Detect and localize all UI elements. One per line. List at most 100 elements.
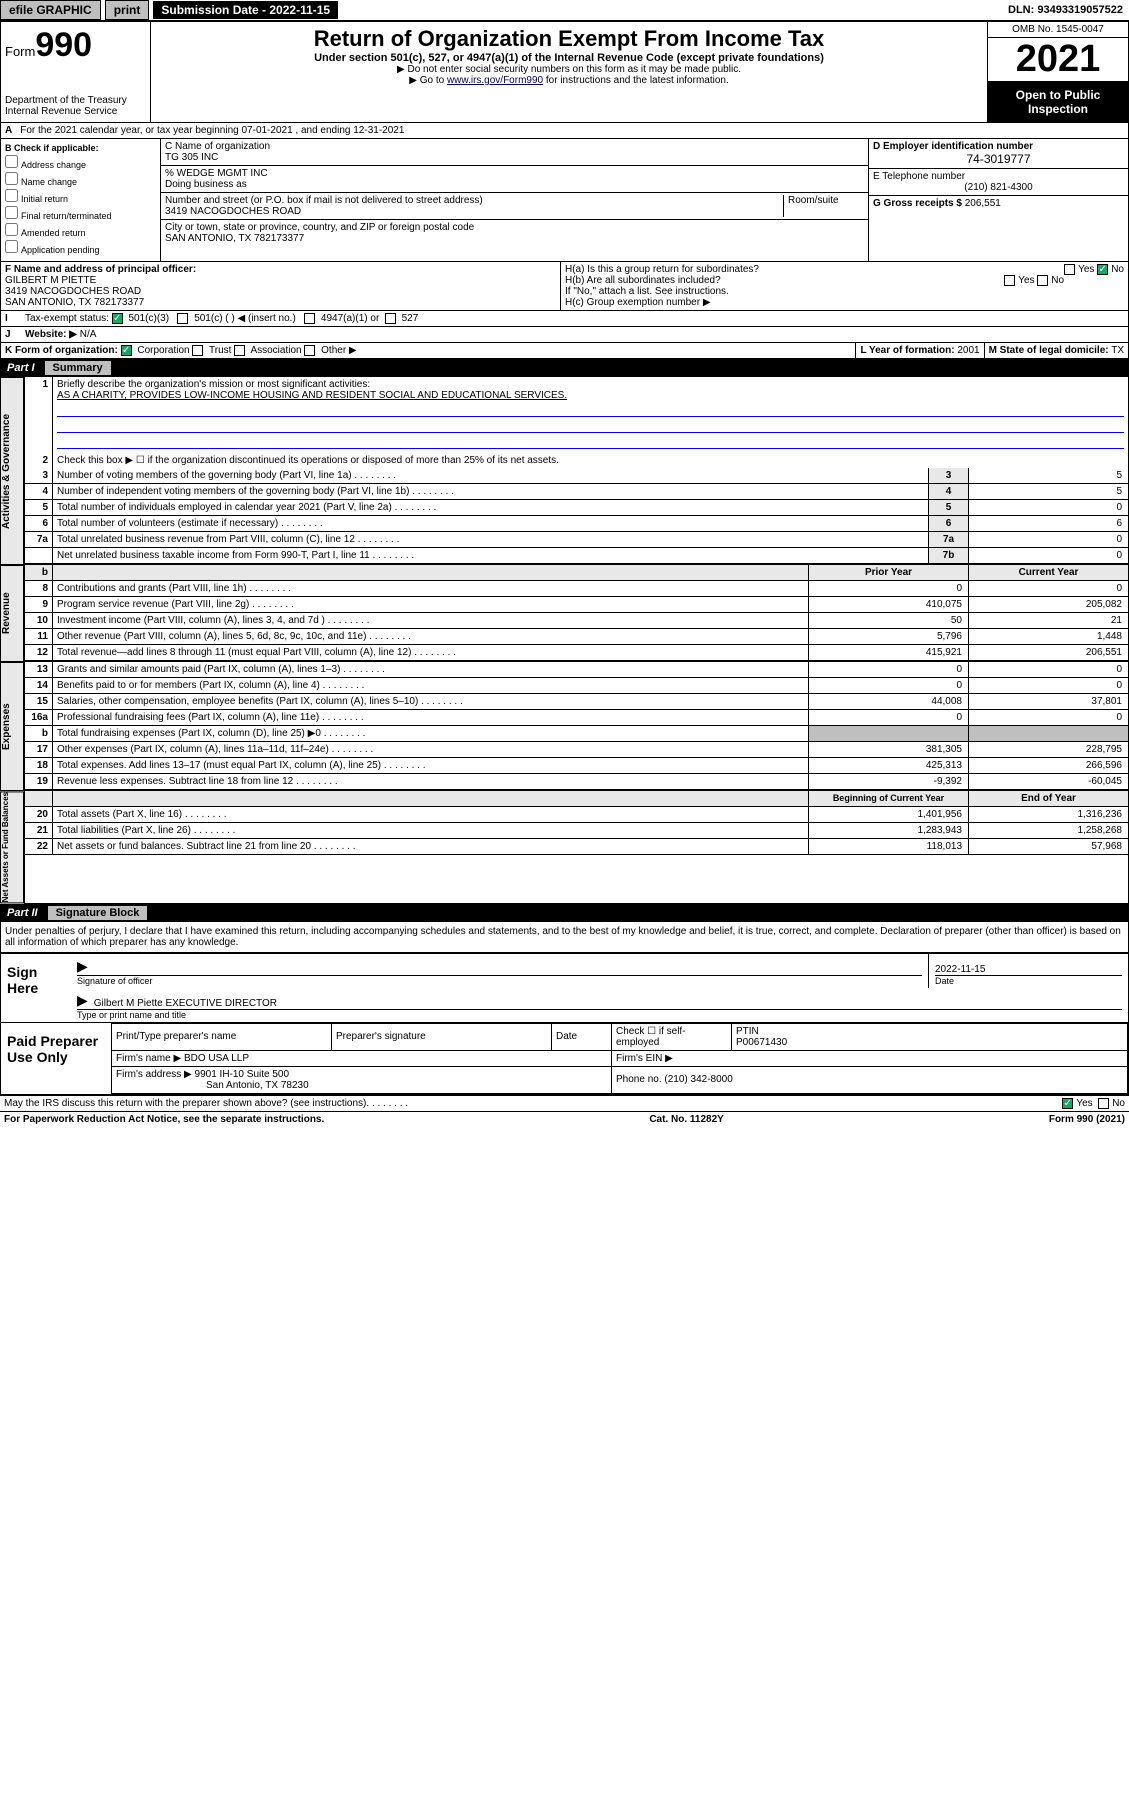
M-label: M State of legal domicile:	[989, 345, 1109, 356]
chk-name-change[interactable]: Name change	[5, 172, 156, 187]
line-value: 0	[968, 532, 1128, 547]
officer-signature-line[interactable]: ▶	[77, 956, 922, 976]
Hb-no-checkbox[interactable]	[1037, 275, 1048, 286]
current-year-value: 1,258,268	[968, 823, 1128, 838]
Ha-yes-checkbox[interactable]	[1064, 264, 1075, 275]
l2-text: Check this box ▶ ☐ if the organization d…	[53, 453, 1128, 468]
part1-title: Summary	[45, 361, 111, 375]
Ha-row: H(a) Is this a group return for subordin…	[565, 264, 1124, 275]
section-M: M State of legal domicile: TX	[985, 343, 1128, 358]
line-description: Net unrelated business taxable income fr…	[53, 548, 928, 563]
mission-line	[57, 403, 1124, 417]
line-description: Investment income (Part VIII, column (A)…	[53, 613, 808, 628]
chk-amended[interactable]: Amended return	[5, 223, 156, 238]
part1-num: Part I	[7, 362, 35, 374]
chk-final-return[interactable]: Final return/terminated	[5, 206, 156, 221]
form-header: Form990 Department of the Treasury Inter…	[0, 21, 1129, 123]
line-description: Program service revenue (Part VIII, line…	[53, 597, 808, 612]
line-number: 11	[25, 629, 53, 644]
prior-year-value: 1,283,943	[808, 823, 968, 838]
chk-corp[interactable]: ✓	[121, 345, 132, 356]
current-year-value: 0	[968, 581, 1128, 596]
current-year-value: 21	[968, 613, 1128, 628]
form-title: Return of Organization Exempt From Incom…	[155, 26, 983, 52]
chk-app-pending[interactable]: Application pending	[5, 240, 156, 255]
line-description: Total liabilities (Part X, line 26)	[53, 823, 808, 838]
phone-label: E Telephone number	[873, 171, 1124, 182]
summary-row: 10 Investment income (Part VIII, column …	[25, 613, 1128, 629]
Ha-no-checkbox[interactable]: ✓	[1097, 264, 1108, 275]
addr-label: Number and street (or P.O. box if mail i…	[165, 195, 779, 206]
prior-year-value: 425,313	[808, 758, 968, 773]
line-number: 12	[25, 645, 53, 660]
line-description: Total revenue—add lines 8 through 11 (mu…	[53, 645, 808, 660]
chk-4947[interactable]	[304, 313, 315, 324]
part1-container: Activities & Governance 1 Briefly descri…	[0, 377, 1129, 565]
chk-501c[interactable]	[177, 313, 188, 324]
prior-year-value: 415,921	[808, 645, 968, 660]
current-year-value: 57,968	[968, 839, 1128, 854]
summary-row: 12 Total revenue—add lines 8 through 11 …	[25, 645, 1128, 661]
F-label: F Name and address of principal officer:	[5, 264, 556, 275]
section-L: L Year of formation: 2001	[855, 343, 984, 358]
chk-assoc[interactable]	[234, 345, 245, 356]
print-button[interactable]: print	[105, 0, 150, 20]
may-irs-no-checkbox[interactable]	[1098, 1098, 1109, 1109]
cat-no: Cat. No. 11282Y	[649, 1114, 723, 1125]
may-irs-yes-checkbox[interactable]: ✓	[1062, 1098, 1073, 1109]
section-B: B Check if applicable: Address change Na…	[1, 139, 161, 261]
current-year-value: 0	[968, 678, 1128, 693]
line-description: Contributions and grants (Part VIII, lin…	[53, 581, 808, 596]
chk-other[interactable]	[304, 345, 315, 356]
summary-row: 22 Net assets or fund balances. Subtract…	[25, 839, 1128, 855]
netassets-container: Net Assets or Fund Balances Beginning of…	[0, 791, 1129, 903]
line-description: Total unrelated business revenue from Pa…	[53, 532, 928, 547]
summary-row: 21 Total liabilities (Part X, line 26) 1…	[25, 823, 1128, 839]
line-description: Net assets or fund balances. Subtract li…	[53, 839, 808, 854]
summary-row: 16a Professional fundraising fees (Part …	[25, 710, 1128, 726]
line-number: 19	[25, 774, 53, 789]
omb-number: OMB No. 1545-0047	[988, 22, 1128, 38]
chk-527[interactable]	[385, 313, 396, 324]
sig-date-value: 2022-11-15	[935, 956, 1122, 976]
line-box: 6	[928, 516, 968, 531]
chk-initial-return[interactable]: Initial return	[5, 189, 156, 204]
form990-link[interactable]: www.irs.gov/Form990	[447, 75, 543, 86]
summary-row: 3 Number of voting members of the govern…	[25, 468, 1128, 484]
header-right: OMB No. 1545-0047 2021 Open to Public In…	[988, 22, 1128, 122]
firm-ein-label: Firm's EIN ▶	[612, 1050, 1128, 1066]
l1-label: Briefly describe the organization's miss…	[57, 379, 370, 390]
chk-501c3[interactable]: ✓	[112, 313, 123, 324]
section-KLM: K Form of organization: ✓ Corporation Tr…	[0, 343, 1129, 359]
prep-date-label: Date	[552, 1023, 612, 1050]
chk-trust[interactable]	[192, 345, 203, 356]
mission-line	[57, 435, 1124, 449]
state-domicile: TX	[1111, 345, 1124, 356]
ein-value: 74-3019777	[873, 152, 1124, 166]
line-value: 0	[968, 500, 1128, 515]
gross-receipts-value: 206,551	[965, 198, 1001, 209]
line-number: 6	[25, 516, 53, 531]
line-description: Professional fundraising fees (Part IX, …	[53, 710, 808, 725]
line-value: 6	[968, 516, 1128, 531]
Hb-yes-checkbox[interactable]	[1004, 275, 1015, 286]
header-mid: Return of Organization Exempt From Incom…	[151, 22, 988, 122]
tax-exempt-label: Tax-exempt status:	[25, 313, 109, 324]
chk-address-change[interactable]: Address change	[5, 155, 156, 170]
current-year-value	[968, 726, 1128, 741]
line-box: 3	[928, 468, 968, 483]
line-number: 5	[25, 500, 53, 515]
perjury-declaration: Under penalties of perjury, I declare th…	[0, 922, 1129, 953]
section-DEG: D Employer identification number 74-3019…	[868, 139, 1128, 261]
line-description: Other revenue (Part VIII, column (A), li…	[53, 629, 808, 644]
part2-num: Part II	[7, 907, 38, 919]
section-BCD: B Check if applicable: Address change Na…	[0, 139, 1129, 262]
officer-addr1: 3419 NACOGDOCHES ROAD	[5, 286, 556, 297]
page-footer: For Paperwork Reduction Act Notice, see …	[0, 1111, 1129, 1127]
goto-pre: ▶ Go to	[409, 75, 447, 86]
line-description: Total expenses. Add lines 13–17 (must eq…	[53, 758, 808, 773]
website-value: N/A	[80, 329, 97, 340]
line-description: Total assets (Part X, line 16)	[53, 807, 808, 822]
may-irs-label: May the IRS discuss this return with the…	[4, 1098, 366, 1109]
line-number: 18	[25, 758, 53, 773]
